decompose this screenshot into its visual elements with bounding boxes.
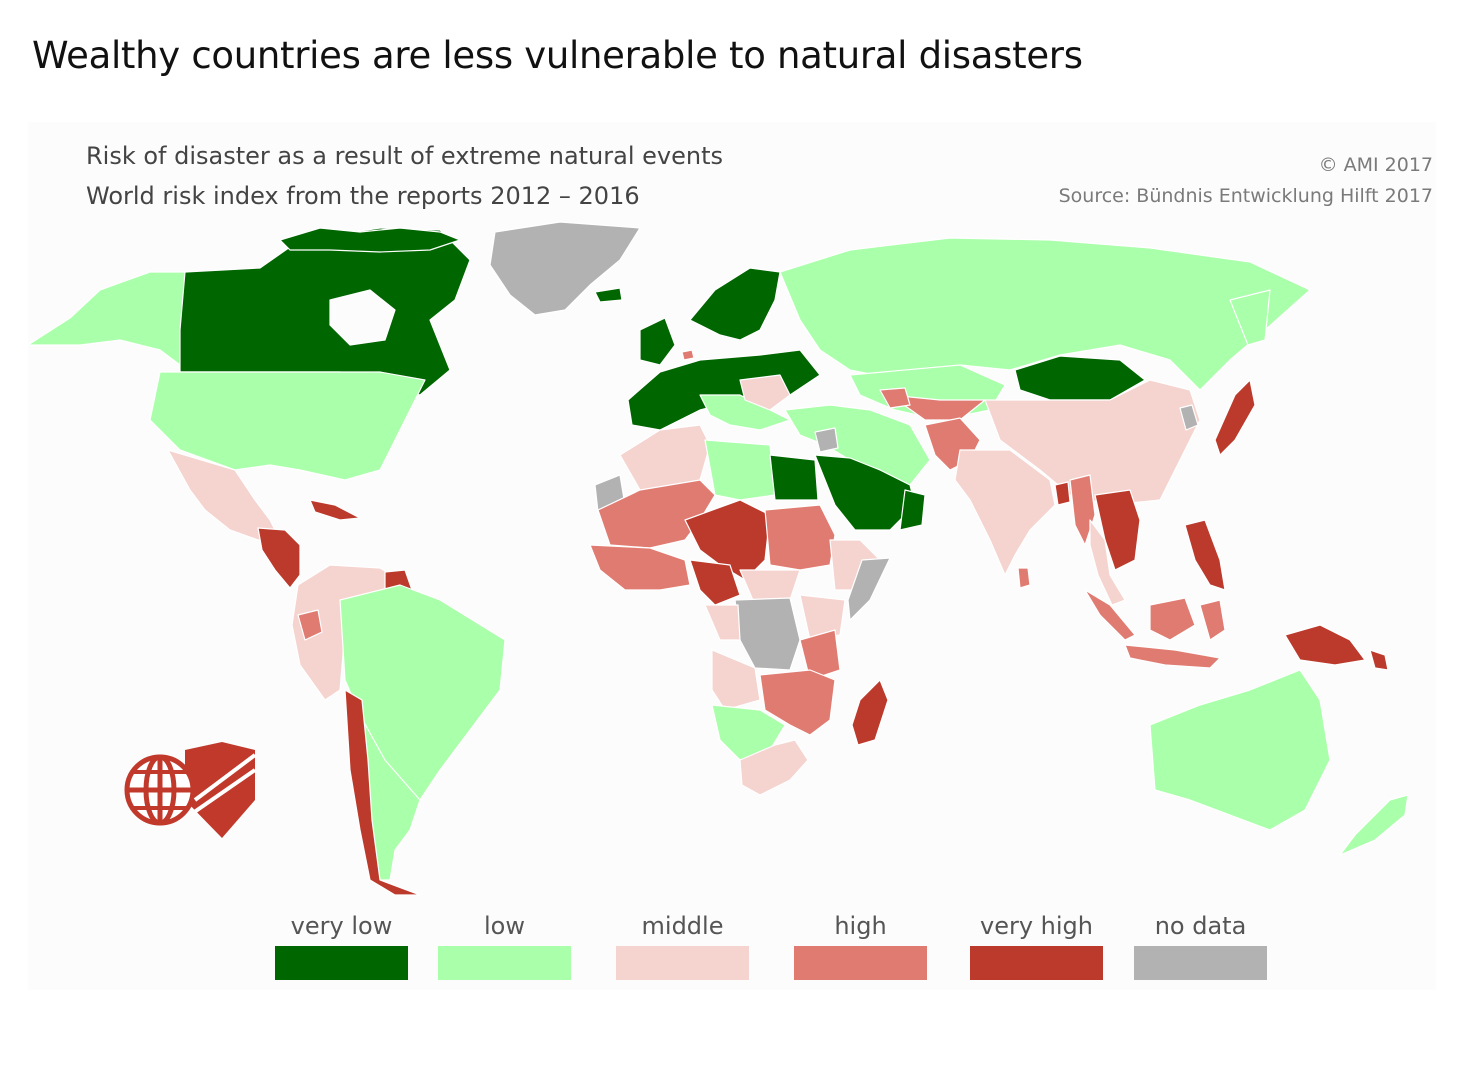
- region-alaska: [27, 271, 191, 366]
- region-russia: [779, 237, 1311, 391]
- legend-swatch: [794, 946, 927, 980]
- legend-item-high: high: [794, 908, 927, 980]
- legend-label: middle: [641, 912, 724, 940]
- region-kamchatka: [1229, 289, 1271, 346]
- region-usa: [149, 371, 426, 481]
- region-iceland: [594, 287, 623, 303]
- region-sulawesi: [1199, 599, 1226, 641]
- region-papua: [1284, 624, 1366, 666]
- legend-item-no-data: no data: [1134, 908, 1267, 980]
- region-philippines: [1184, 519, 1226, 591]
- legend-label: very low: [290, 912, 393, 940]
- region-bangladesh: [1054, 481, 1071, 506]
- legend-item-very-high: very high: [970, 908, 1103, 980]
- region-scandinavia: [689, 267, 781, 341]
- legend-swatch: [438, 946, 571, 980]
- region-korea: [1179, 404, 1199, 431]
- region-central-america: [257, 527, 301, 589]
- legend-item-middle: middle: [616, 908, 749, 980]
- source-credit: Source: Bündnis Entwicklung Hilft 2017: [1058, 185, 1433, 207]
- region-central-asia: [889, 394, 986, 421]
- legend-label: no data: [1154, 912, 1247, 940]
- region-hudson-bay: [329, 289, 396, 346]
- globe-shield-logo: [124, 742, 257, 838]
- region-gulf-of-guinea: [689, 559, 741, 606]
- region-borneo: [1149, 597, 1196, 641]
- region-sumatra: [1084, 589, 1136, 641]
- region-gabon: [704, 604, 741, 641]
- region-ecuador: [297, 609, 323, 641]
- region-sudan: [764, 504, 836, 571]
- subtitle-line-2: World risk index from the reports 2012 –…: [86, 182, 640, 210]
- region-arctic-islands: [279, 227, 461, 253]
- legend-item-very-low: very low: [275, 908, 408, 980]
- region-syria: [814, 427, 839, 453]
- region-canada: [179, 227, 471, 396]
- region-india: [954, 449, 1056, 576]
- region-egypt: [769, 454, 819, 501]
- region-sri-lanka: [1017, 567, 1031, 589]
- region-chile: [344, 689, 421, 896]
- region-new-zealand: [1339, 794, 1409, 856]
- subtitle-line-1: Risk of disaster as a result of extreme …: [86, 142, 723, 170]
- region-drc: [734, 597, 801, 671]
- legend-label: low: [484, 912, 525, 940]
- legend-swatch: [275, 946, 408, 980]
- region-china: [984, 379, 1201, 506]
- legend-swatch: [616, 946, 749, 980]
- region-somalia: [847, 557, 891, 621]
- region-east-africa: [799, 594, 846, 641]
- legend-label: high: [834, 912, 887, 940]
- region-south-africa: [739, 739, 809, 796]
- region-zambia-mozambique: [759, 669, 836, 736]
- region-balkans-middle: [739, 374, 791, 411]
- region-uk-ireland: [639, 317, 676, 366]
- region-oman: [899, 489, 926, 531]
- legend-swatch: [970, 946, 1103, 980]
- region-angola: [711, 649, 761, 711]
- region-tanzania: [799, 629, 841, 681]
- region-netherlands: [681, 349, 695, 361]
- region-madagascar: [851, 679, 889, 746]
- region-australia: [1149, 669, 1331, 831]
- region-west-coast: [589, 544, 691, 591]
- legend-label: very high: [980, 912, 1093, 940]
- page-title: Wealthy countries are less vulnerable to…: [32, 34, 1083, 77]
- legend-swatch: [1134, 946, 1267, 980]
- region-caucasus: [879, 387, 911, 409]
- region-caribbean: [309, 499, 361, 521]
- region-mongolia: [1014, 355, 1146, 401]
- region-java-islands: [1124, 644, 1221, 669]
- region-greenland: [489, 221, 641, 316]
- region-thailand-malaysia: [1089, 519, 1126, 606]
- region-libya: [704, 439, 776, 501]
- region-pacific-islands: [1369, 649, 1389, 671]
- copyright-credit: © AMI 2017: [1318, 154, 1433, 176]
- region-japan: [1214, 379, 1256, 456]
- legend-item-low: low: [438, 908, 571, 980]
